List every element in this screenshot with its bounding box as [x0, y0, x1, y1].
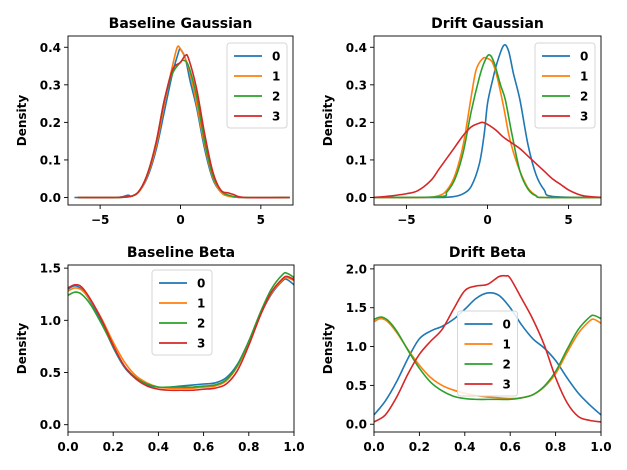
series-line-3: [68, 275, 294, 392]
legend-label: 3: [197, 337, 205, 351]
series-line-2: [374, 53, 601, 199]
legend-box: [226, 42, 288, 129]
legend-label: 0: [503, 318, 511, 332]
x-tick-label: 0.6: [500, 440, 521, 454]
x-tick-label: 0.8: [545, 440, 566, 454]
legend: 0 1 2 3: [534, 42, 596, 129]
x-tick-label: 5: [564, 213, 572, 227]
y-tick-label: 1.0: [346, 340, 367, 354]
legend-label: 0: [197, 277, 205, 291]
subplot-title: Baseline Beta: [127, 245, 235, 261]
series-line-3: [374, 274, 601, 423]
series-line-0: [374, 291, 601, 416]
y-tick-label: 1.5: [40, 262, 61, 276]
legend-label: 2: [272, 90, 280, 104]
x-tick-label: 0.2: [409, 440, 430, 454]
x-tick-label: 0.0: [57, 440, 78, 454]
y-axis-label: Density: [15, 95, 29, 147]
y-tick-label: 0.0: [346, 191, 367, 205]
series-line-0: [374, 44, 601, 199]
x-tick-label: −5: [397, 213, 415, 227]
legend-label: 2: [580, 90, 588, 104]
legend: 0 1 2 3: [151, 269, 213, 356]
subplot-4: Drift Beta 0.0 0.2 0.4 0.6 0.8 1.0 0.0 0.5 1.0 1.5…: [321, 245, 612, 454]
y-tick-label: 1.0: [40, 314, 61, 328]
legend-label: 0: [272, 50, 280, 64]
y-tick-label: 0.4: [40, 41, 61, 55]
x-tick-label: 0.4: [454, 440, 475, 454]
y-tick-label: 0.3: [346, 78, 367, 92]
series-line-3: [77, 53, 290, 199]
legend-label: 1: [197, 297, 205, 311]
y-axis-label: Density: [15, 323, 29, 375]
x-tick-label: 1.0: [590, 440, 611, 454]
x-tick-label: 5: [257, 213, 265, 227]
series-line-3: [374, 121, 601, 199]
subplot-1: Baseline Gaussian −5 0 5 0.0 0.1 0.2 0.3 0.4 Dens…: [15, 16, 294, 227]
y-tick-label: 0.2: [40, 116, 61, 130]
y-tick-label: 0.2: [346, 116, 367, 130]
x-tick-label: 0: [483, 213, 491, 227]
subplot-2: Drift Gaussian −5 0 5 0.0 0.1 0.2 0.3 0.4 Density…: [321, 16, 602, 227]
legend-label: 2: [197, 317, 205, 331]
x-tick-label: 0.2: [103, 440, 124, 454]
y-tick-label: 0.0: [346, 418, 367, 432]
x-tick-label: 0.0: [363, 440, 384, 454]
y-tick-label: 0.4: [346, 41, 367, 55]
y-tick-label: 1.5: [346, 301, 367, 315]
legend: 0 1 2 3: [226, 42, 288, 129]
y-tick-label: 0.3: [40, 78, 61, 92]
x-tick-label: −5: [91, 213, 109, 227]
x-tick-label: 0: [176, 213, 184, 227]
x-tick-label: 1.0: [283, 440, 304, 454]
axes-frame: [373, 264, 602, 433]
subplot-title: Baseline Gaussian: [109, 16, 253, 32]
subplot-3: Baseline Beta 0.0 0.2 0.4 0.6 0.8 1.0 0.0 0.5 1.0…: [15, 245, 305, 454]
legend-label: 2: [503, 358, 511, 372]
legend-box: [457, 310, 518, 397]
legend-box: [151, 269, 213, 356]
subplot-title: Drift Gaussian: [431, 16, 544, 32]
legend-label: 0: [580, 50, 588, 64]
y-tick-label: 0.1: [346, 153, 367, 167]
legend-label: 3: [503, 378, 511, 392]
y-tick-label: 0.0: [40, 418, 61, 432]
legend: 0 1 2 3: [457, 310, 518, 397]
axes-frame: [67, 264, 295, 433]
y-tick-label: 0.5: [346, 379, 367, 393]
x-tick-label: 0.8: [238, 440, 259, 454]
legend-label: 1: [272, 70, 280, 84]
y-tick-label: 0.0: [40, 191, 61, 205]
series-line-2: [374, 314, 601, 401]
y-axis-label: Density: [321, 323, 335, 375]
y-tick-label: 0.1: [40, 153, 61, 167]
y-tick-label: 2.0: [346, 262, 367, 276]
legend-label: 1: [580, 70, 588, 84]
x-tick-label: 0.4: [148, 440, 169, 454]
subplot-title: Drift Beta: [449, 245, 526, 261]
legend-box: [534, 42, 596, 129]
legend-label: 3: [580, 110, 588, 124]
x-tick-label: 0.6: [193, 440, 214, 454]
legend-label: 3: [272, 110, 280, 124]
legend-label: 1: [503, 338, 511, 352]
y-axis-label: Density: [321, 95, 335, 147]
series-line-2: [68, 271, 294, 389]
y-tick-label: 0.5: [40, 366, 61, 380]
